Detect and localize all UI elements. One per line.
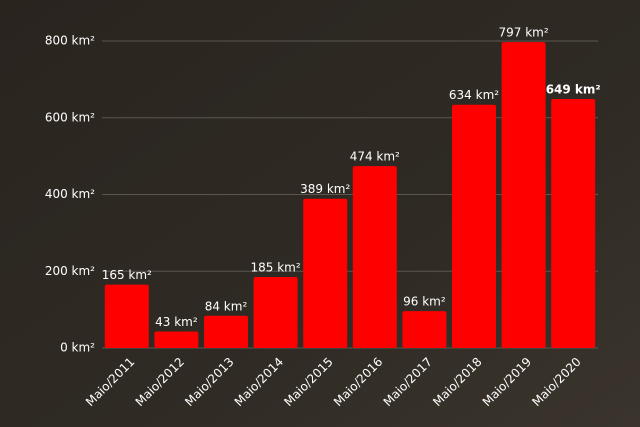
value-label: 797 km²	[499, 26, 549, 40]
value-label: 185 km²	[251, 261, 301, 275]
y-tick-label: 0 km²	[60, 341, 95, 355]
value-label: 474 km²	[350, 150, 400, 164]
value-label: 634 km²	[449, 88, 499, 102]
y-tick-label: 400 km²	[45, 187, 95, 201]
bar	[402, 311, 447, 348]
bar	[551, 98, 596, 348]
y-tick-label: 800 km²	[45, 34, 95, 48]
bar	[204, 315, 248, 348]
bar	[452, 104, 496, 348]
y-tick-label: 200 km²	[45, 264, 95, 278]
bar	[303, 198, 348, 348]
value-label: 96 km²	[403, 295, 446, 309]
bar	[501, 42, 546, 349]
bar	[352, 166, 397, 348]
bar	[154, 331, 199, 348]
value-label: 84 km²	[205, 299, 248, 313]
y-tick-label: 600 km²	[45, 110, 95, 124]
value-label: 43 km²	[155, 315, 198, 329]
bar	[104, 284, 149, 348]
bar	[253, 277, 298, 348]
value-label: 165 km²	[102, 268, 152, 282]
value-label: 389 km²	[300, 182, 350, 196]
value-label: 649 km²	[546, 82, 601, 96]
